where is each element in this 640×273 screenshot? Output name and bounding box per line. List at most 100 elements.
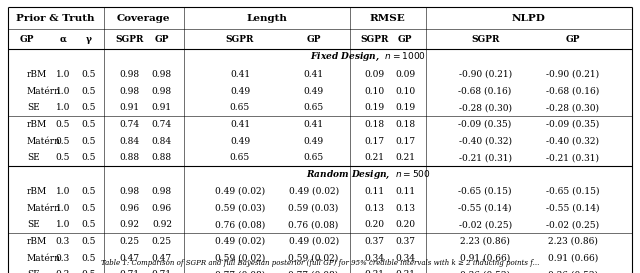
Text: 0.25: 0.25	[152, 237, 172, 246]
Text: 0.92: 0.92	[152, 220, 172, 229]
Text: 0.3: 0.3	[56, 270, 70, 273]
Text: 0.34: 0.34	[364, 254, 385, 263]
Text: Fixed Design,  $n = 1000$: Fixed Design, $n = 1000$	[310, 51, 426, 64]
Text: 0.47: 0.47	[119, 254, 140, 263]
Text: -0.90 (0.21): -0.90 (0.21)	[458, 70, 512, 79]
Text: 0.71: 0.71	[119, 270, 140, 273]
Text: -0.28 (0.30): -0.28 (0.30)	[547, 103, 599, 112]
Text: 0.98: 0.98	[152, 87, 172, 96]
Text: 0.49: 0.49	[230, 136, 250, 146]
Text: 0.18: 0.18	[364, 120, 385, 129]
Text: 0.98: 0.98	[119, 70, 140, 79]
Text: 0.17: 0.17	[395, 136, 415, 146]
Text: 1.0: 1.0	[56, 220, 70, 229]
Text: -0.40 (0.32): -0.40 (0.32)	[459, 136, 511, 146]
Text: Matérn: Matérn	[27, 204, 61, 213]
Text: 0.5: 0.5	[81, 70, 95, 79]
Text: 0.65: 0.65	[230, 103, 250, 112]
Text: 0.41: 0.41	[230, 70, 250, 79]
Text: 0.10: 0.10	[395, 87, 415, 96]
Text: 0.31: 0.31	[364, 270, 385, 273]
Text: α: α	[60, 35, 66, 43]
Text: 1.0: 1.0	[56, 204, 70, 213]
Text: 0.19: 0.19	[364, 103, 385, 112]
Text: 0.41: 0.41	[230, 120, 250, 129]
Text: 0.41: 0.41	[303, 70, 324, 79]
Text: 0.98: 0.98	[152, 70, 172, 79]
Text: rBM: rBM	[27, 70, 47, 79]
Text: Matérn: Matérn	[27, 254, 61, 263]
Text: 0.91 (0.66): 0.91 (0.66)	[548, 254, 598, 263]
Text: 0.25: 0.25	[119, 237, 140, 246]
Text: 0.5: 0.5	[81, 270, 95, 273]
Text: 0.65: 0.65	[303, 103, 324, 112]
Text: 0.21: 0.21	[395, 153, 415, 162]
Text: Prior & Truth: Prior & Truth	[17, 14, 95, 22]
Text: 0.74: 0.74	[152, 120, 172, 129]
Text: 0.20: 0.20	[395, 220, 415, 229]
Text: 0.5: 0.5	[81, 220, 95, 229]
Text: -0.02 (0.25): -0.02 (0.25)	[546, 220, 600, 229]
Text: 0.09: 0.09	[364, 70, 385, 79]
Text: -0.02 (0.25): -0.02 (0.25)	[458, 220, 512, 229]
Text: 0.19: 0.19	[395, 103, 415, 112]
Text: 0.98: 0.98	[119, 187, 140, 196]
Text: 0.76 (0.08): 0.76 (0.08)	[289, 220, 339, 229]
Text: 0.37: 0.37	[364, 237, 385, 246]
Text: 1.0: 1.0	[56, 70, 70, 79]
Text: SE: SE	[27, 153, 40, 162]
Text: 0.5: 0.5	[81, 204, 95, 213]
Text: -0.09 (0.35): -0.09 (0.35)	[546, 120, 600, 129]
Text: 0.59 (0.02): 0.59 (0.02)	[289, 254, 339, 263]
Text: 0.21: 0.21	[364, 153, 385, 162]
Text: 0.84: 0.84	[119, 136, 140, 146]
Text: 0.49: 0.49	[303, 136, 324, 146]
Text: 0.65: 0.65	[230, 153, 250, 162]
Text: 0.47: 0.47	[152, 254, 172, 263]
Text: -0.55 (0.14): -0.55 (0.14)	[546, 204, 600, 213]
Text: 0.5: 0.5	[81, 136, 95, 146]
Text: SGPR: SGPR	[360, 35, 388, 43]
Text: -0.21 (0.31): -0.21 (0.31)	[547, 153, 599, 162]
Text: 0.20: 0.20	[364, 220, 385, 229]
Text: 0.13: 0.13	[395, 204, 415, 213]
Text: 0.13: 0.13	[364, 204, 385, 213]
Text: 0.77 (0.08): 0.77 (0.08)	[215, 270, 265, 273]
Text: 0.09: 0.09	[395, 70, 415, 79]
Text: 0.18: 0.18	[395, 120, 415, 129]
Text: SGPR: SGPR	[226, 35, 254, 43]
Text: 0.84: 0.84	[152, 136, 172, 146]
Text: 0.5: 0.5	[81, 153, 95, 162]
Text: 0.59 (0.03): 0.59 (0.03)	[289, 204, 339, 213]
Text: -0.65 (0.15): -0.65 (0.15)	[458, 187, 512, 196]
Text: -0.55 (0.14): -0.55 (0.14)	[458, 204, 512, 213]
Text: 2.23 (0.86): 2.23 (0.86)	[548, 237, 598, 246]
Text: 0.11: 0.11	[364, 187, 385, 196]
Text: 0.91: 0.91	[152, 103, 172, 112]
Text: 0.92: 0.92	[119, 220, 140, 229]
Text: 2.23 (0.86): 2.23 (0.86)	[460, 237, 510, 246]
Text: 0.5: 0.5	[56, 153, 70, 162]
Text: GP: GP	[155, 35, 169, 43]
Text: Matérn: Matérn	[27, 136, 61, 146]
Text: Matérn: Matérn	[27, 87, 61, 96]
Text: 0.88: 0.88	[152, 153, 172, 162]
Text: 0.65: 0.65	[303, 153, 324, 162]
Text: 0.41: 0.41	[303, 120, 324, 129]
Text: 0.17: 0.17	[364, 136, 385, 146]
Text: 0.5: 0.5	[56, 136, 70, 146]
Text: -0.09 (0.35): -0.09 (0.35)	[458, 120, 512, 129]
Text: SGPR: SGPR	[471, 35, 499, 43]
Text: 0.49 (0.02): 0.49 (0.02)	[289, 187, 339, 196]
Text: 0.88: 0.88	[119, 153, 140, 162]
Text: 0.98: 0.98	[119, 87, 140, 96]
Text: 0.91: 0.91	[119, 103, 140, 112]
Text: SE: SE	[27, 103, 40, 112]
Text: 0.34: 0.34	[395, 254, 415, 263]
Text: 0.49: 0.49	[303, 87, 324, 96]
Text: RMSE: RMSE	[370, 14, 406, 22]
Text: -0.68 (0.16): -0.68 (0.16)	[546, 87, 600, 96]
Text: SE: SE	[27, 270, 40, 273]
Text: rBM: rBM	[27, 187, 47, 196]
Text: 0.49: 0.49	[230, 87, 250, 96]
